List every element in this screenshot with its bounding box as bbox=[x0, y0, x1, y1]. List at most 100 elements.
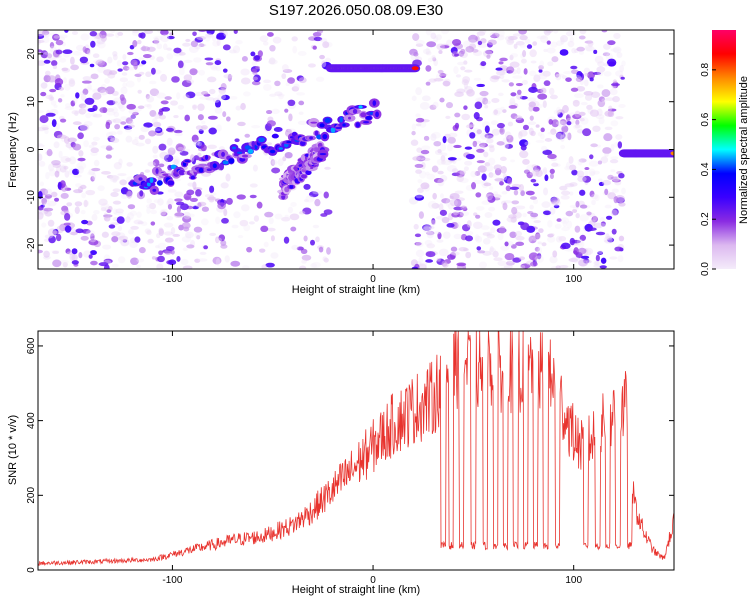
heatmap-cell bbox=[417, 187, 424, 194]
heatmap-cell bbox=[204, 33, 213, 38]
heatmap-cell bbox=[481, 200, 491, 205]
heatmap-cell bbox=[230, 260, 241, 267]
heatmap-cell bbox=[472, 140, 478, 148]
heatmap-cell bbox=[125, 216, 131, 223]
heatmap-feature-core bbox=[244, 145, 251, 150]
heatmap-cell bbox=[296, 92, 306, 96]
heatmap-cell bbox=[112, 53, 118, 61]
heatmap-cell bbox=[195, 125, 203, 130]
heatmap-cell bbox=[550, 41, 558, 48]
heatmap-cell bbox=[99, 89, 108, 96]
heatmap-cell bbox=[156, 92, 166, 99]
spectrogram-y-ticks: -20 -10 0 10 20 bbox=[26, 48, 674, 252]
heatmap-cell bbox=[422, 261, 428, 268]
heatmap-cell bbox=[298, 111, 304, 115]
heatmap-cell bbox=[158, 227, 164, 235]
heatmap-cell bbox=[586, 104, 593, 110]
heatmap-cell bbox=[117, 68, 123, 72]
heatmap-cell bbox=[214, 106, 223, 114]
heatmap-cell bbox=[499, 73, 505, 80]
heatmap-cell bbox=[152, 159, 160, 167]
heatmap-cell bbox=[504, 241, 509, 247]
heatmap-cell bbox=[112, 50, 118, 57]
heatmap-cell bbox=[604, 126, 613, 131]
heatmap-cell bbox=[105, 33, 115, 37]
heatmap-cell bbox=[159, 151, 169, 160]
heatmap-cell bbox=[489, 186, 494, 190]
heatmap-cell bbox=[297, 120, 307, 125]
heatmap-cell bbox=[613, 32, 621, 40]
heatmap-cell bbox=[420, 182, 430, 190]
heatmap-feature-core bbox=[236, 151, 243, 154]
heatmap-cell bbox=[87, 171, 95, 176]
heatmap-cell bbox=[477, 40, 483, 46]
heatmap-cell bbox=[310, 263, 317, 268]
heatmap-cell bbox=[584, 79, 589, 87]
heatmap-cell bbox=[178, 67, 185, 76]
heatmap-cell bbox=[471, 181, 477, 190]
heatmap-cell bbox=[617, 141, 623, 149]
heatmap-cell bbox=[137, 39, 142, 45]
heatmap-cell bbox=[134, 136, 139, 140]
heatmap-cell bbox=[95, 59, 106, 66]
heatmap-cell bbox=[128, 120, 134, 125]
heatmap-cell bbox=[81, 219, 89, 225]
y-tick-label: 0 bbox=[26, 567, 37, 573]
heatmap-cell bbox=[164, 250, 173, 255]
heatmap-cell bbox=[423, 135, 430, 141]
heatmap-cell bbox=[578, 259, 585, 265]
heatmap-cell bbox=[488, 172, 494, 178]
heatmap-cell bbox=[546, 47, 556, 54]
heatmap-cell bbox=[541, 242, 547, 247]
heatmap-cell bbox=[173, 114, 179, 119]
heatmap-cell bbox=[580, 101, 588, 106]
heatmap-cell bbox=[562, 105, 569, 114]
heatmap-cell bbox=[126, 80, 135, 88]
heatmap-cell bbox=[559, 49, 569, 56]
heatmap-cell bbox=[565, 114, 571, 122]
heatmap-cell bbox=[584, 167, 590, 171]
heatmap-cell bbox=[216, 39, 221, 46]
heatmap-cell bbox=[191, 134, 199, 143]
heatmap-cell bbox=[249, 194, 257, 199]
heatmap-cell bbox=[197, 258, 208, 262]
heatmap-cell bbox=[484, 193, 493, 201]
heatmap-cell bbox=[103, 69, 113, 76]
heatmap-cell bbox=[420, 149, 430, 155]
heatmap-cell bbox=[475, 192, 482, 198]
heatmap-cell bbox=[422, 226, 432, 233]
heatmap-cell bbox=[604, 188, 609, 196]
heatmap-cell bbox=[92, 53, 100, 58]
heatmap-cell bbox=[116, 216, 125, 224]
heatmap-cell bbox=[602, 147, 612, 154]
heatmap-cell bbox=[455, 157, 462, 161]
heatmap-cell bbox=[520, 144, 527, 151]
heatmap-cell bbox=[322, 256, 328, 262]
heatmap-cell bbox=[411, 266, 419, 269]
heatmap-cell bbox=[479, 90, 489, 97]
heatmap-cell bbox=[474, 234, 480, 242]
heatmap-cell bbox=[68, 156, 77, 165]
heatmap-cell bbox=[198, 129, 204, 135]
heatmap-cell bbox=[550, 128, 557, 135]
heatmap-cell bbox=[118, 235, 129, 241]
heatmap-cell bbox=[87, 107, 96, 112]
heatmap-cell bbox=[99, 107, 108, 113]
heatmap-cell bbox=[276, 93, 285, 97]
heatmap-cell bbox=[198, 43, 207, 47]
heatmap-cell bbox=[515, 235, 525, 241]
heatmap-cell bbox=[597, 99, 606, 108]
heatmap-cell bbox=[470, 170, 477, 178]
heatmap-cell bbox=[212, 256, 222, 265]
heatmap-cell bbox=[147, 238, 154, 244]
heatmap-cell bbox=[541, 201, 551, 209]
heatmap-cell bbox=[609, 88, 618, 96]
heatmap-cell bbox=[41, 36, 50, 44]
heatmap-cell bbox=[439, 209, 448, 216]
heatmap-cell bbox=[469, 132, 476, 139]
heatmap-cell bbox=[567, 132, 572, 141]
heatmap-cell bbox=[288, 113, 293, 122]
heatmap-cell bbox=[483, 151, 489, 158]
heatmap-feature-core bbox=[670, 151, 674, 156]
heatmap-cell bbox=[414, 233, 422, 238]
